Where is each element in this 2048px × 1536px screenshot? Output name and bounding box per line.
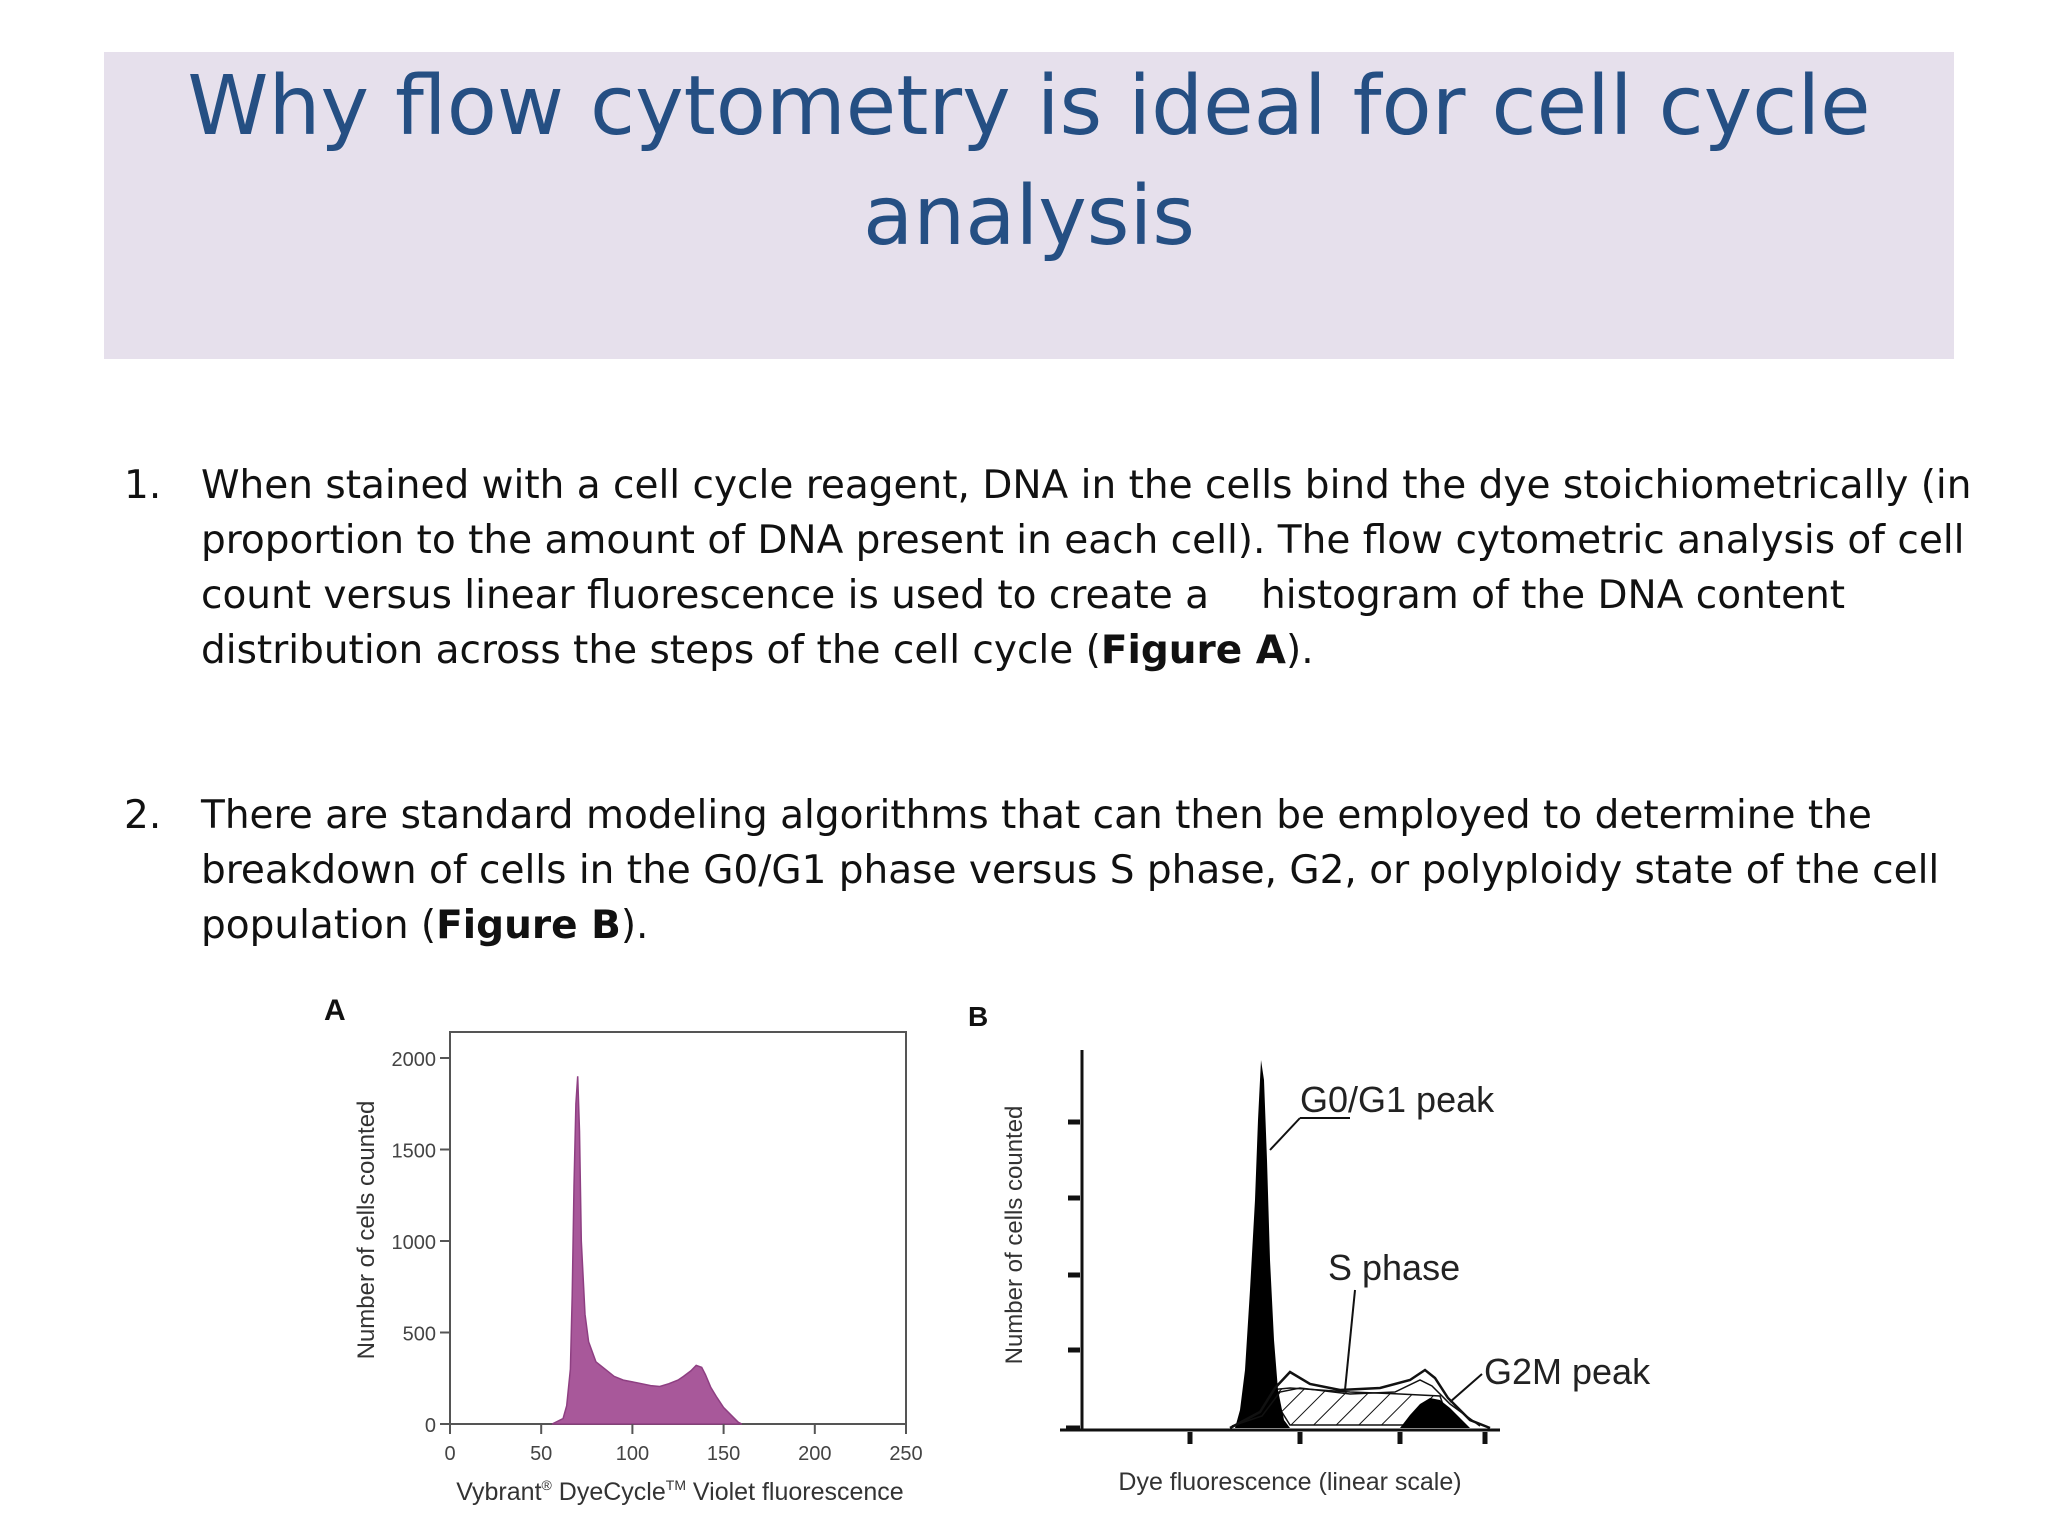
item-line-part: ).: [620, 903, 649, 948]
x-tick-label: 200: [798, 1443, 831, 1465]
fit-outline-2: [1231, 1379, 1481, 1427]
annotation-g0g1: G0/G1 peak: [1300, 1079, 1495, 1120]
x-tick-label: 100: [616, 1443, 649, 1465]
fit-outline: [1229, 1368, 1491, 1430]
x-ticks-a: 0 50 100 150 200 250: [444, 1424, 923, 1465]
y-axis-label-a: Number of cells counted: [353, 1101, 380, 1360]
item-line-part: count versus linear fluorescence is used…: [201, 573, 1210, 618]
g0g1-peak: [1235, 1060, 1290, 1428]
figure-ref-a: Figure A: [1100, 628, 1286, 673]
item-line-part: distribution across the steps of the cel…: [201, 628, 1101, 673]
g2m-peak: [1400, 1398, 1470, 1428]
item-line: distribution across the steps of the cel…: [201, 623, 2021, 678]
item-line-part: population (: [201, 903, 437, 948]
y-tick-label: 1000: [392, 1232, 437, 1254]
x-ticks-b: [1187, 1432, 1488, 1444]
figure-a: A 0 500 1000 1500 2000 0 50 100 150 200 250 Numbe…: [324, 994, 923, 1506]
leader-g0g1: [1269, 1117, 1301, 1151]
panel-label-b: B: [968, 1001, 988, 1032]
item-line: count versus linear fluorescence is used…: [201, 568, 2021, 623]
item-line-part: ).: [1285, 628, 1314, 673]
title-line-2: analysis: [862, 169, 1195, 264]
y-tick-label: 0: [425, 1415, 436, 1437]
x-axis-label-b: Dye fluorescence (linear scale): [1118, 1468, 1461, 1496]
plot-frame-a: [449, 1031, 907, 1425]
figure-b: B: [968, 1001, 1651, 1496]
item-line: There are standard modeling algorithms t…: [201, 793, 1872, 838]
figure-ref-b: Figure B: [436, 903, 621, 948]
item-number: 1.: [124, 463, 162, 508]
y-ticks-b: [1066, 1119, 1080, 1431]
item-number: 2.: [124, 793, 162, 838]
item-text: There are standard modeling algorithms t…: [201, 788, 2021, 953]
annotation-g2m: G2M peak: [1484, 1351, 1651, 1392]
y-tick-label: 2000: [392, 1049, 437, 1071]
y-tick-label: 500: [403, 1324, 436, 1346]
leader-s-phase: [1344, 1289, 1356, 1391]
x-tick-label: 0: [444, 1443, 455, 1465]
item-line: population (Figure B).: [201, 898, 2021, 953]
item-line-part: histogram of the DNA content: [1261, 573, 1846, 618]
panel-label-a: A: [324, 994, 346, 1027]
histogram-a: [551, 1076, 743, 1425]
x-tick-label: 250: [889, 1443, 922, 1465]
y-axis-label-b: Number of cells counted: [1001, 1106, 1028, 1365]
annotation-s-phase: S phase: [1328, 1247, 1460, 1288]
x-tick-label: 150: [707, 1443, 740, 1465]
slide-title: Why flow cytometry is ideal for cell cyc…: [104, 52, 1954, 272]
x-axis-label-a: Vybrant® DyeCycleTM Violet fluorescence: [456, 1477, 903, 1506]
item-line: When stained with a cell cycle reagent, …: [201, 463, 1972, 508]
y-ticks-a: 0 500 1000 1500 2000: [392, 1049, 450, 1437]
y-tick-label: 1500: [392, 1141, 437, 1163]
title-band: [104, 52, 1954, 359]
item-line: breakdown of cells in the G0/G1 phase ve…: [201, 848, 1940, 893]
x-tick-label: 50: [530, 1443, 552, 1465]
leader-g2m: [1449, 1373, 1483, 1403]
item-line: proportion to the amount of DNA present …: [201, 518, 1965, 563]
title-line-1: Why flow cytometry is ideal for cell cyc…: [187, 59, 1871, 154]
item-text: When stained with a cell cycle reagent, …: [201, 458, 2021, 678]
